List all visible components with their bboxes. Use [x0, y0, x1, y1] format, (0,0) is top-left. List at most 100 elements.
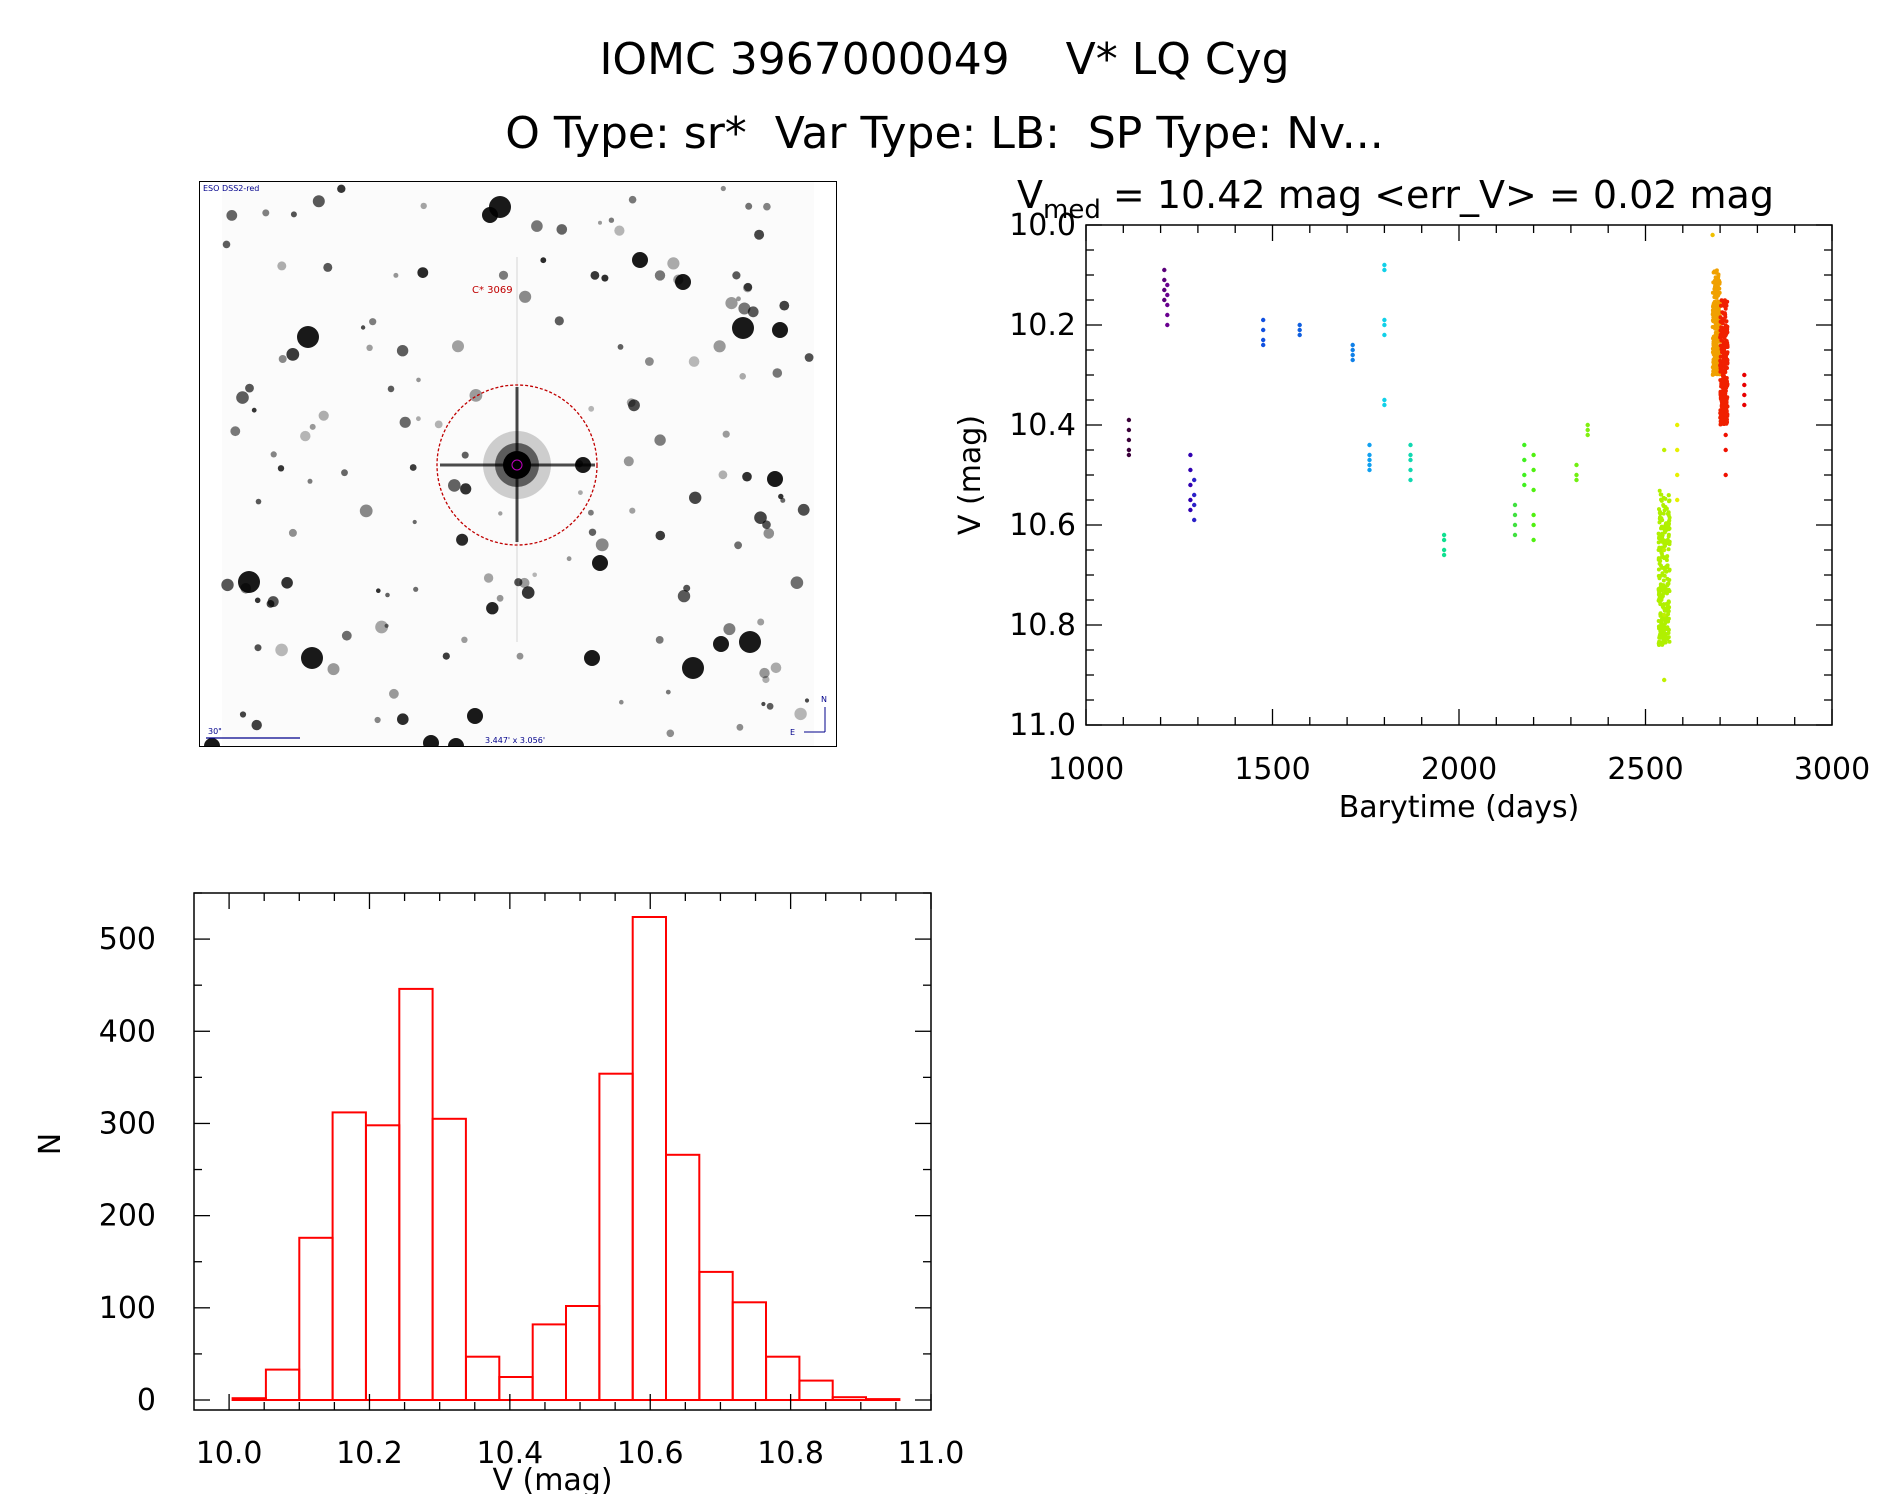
star — [566, 556, 572, 562]
star — [204, 738, 220, 746]
data-point — [1675, 472, 1680, 478]
star — [655, 636, 664, 644]
target-star — [440, 257, 595, 642]
star — [483, 573, 494, 583]
histogram-bar — [798, 1379, 834, 1401]
data-point — [1666, 607, 1670, 612]
star — [743, 282, 753, 292]
y-tick-label: 100 — [99, 1291, 156, 1326]
star — [723, 623, 736, 636]
data-point — [1712, 281, 1717, 285]
star — [757, 618, 765, 626]
data-point — [1720, 333, 1725, 338]
y-tick-label: 10.0 — [1009, 208, 1076, 243]
data-point — [1720, 383, 1725, 387]
data-point — [1382, 322, 1387, 328]
star — [385, 592, 390, 598]
data-point — [1441, 537, 1447, 543]
data-point — [1350, 352, 1355, 358]
star — [416, 377, 421, 383]
star — [617, 344, 624, 350]
x-tick-label: 10.8 — [757, 1436, 824, 1471]
chart-title-line1: IOMC 3967000049 V* LQ Cyg — [599, 34, 1290, 85]
star — [254, 644, 262, 652]
data-point — [1725, 404, 1730, 409]
data-point — [1658, 584, 1663, 589]
star — [297, 326, 319, 348]
star — [584, 650, 600, 666]
data-point — [1713, 324, 1718, 329]
data-point — [1261, 327, 1266, 333]
star — [399, 416, 411, 428]
data-point — [1657, 639, 1662, 644]
data-point — [1162, 267, 1167, 273]
orientation-compass: N E — [790, 695, 827, 737]
histogram-bar — [598, 1072, 634, 1401]
data-point — [1531, 467, 1536, 473]
data-point — [1720, 405, 1725, 410]
data-point — [1165, 282, 1170, 288]
star — [713, 636, 729, 652]
star — [387, 385, 395, 393]
star — [673, 274, 684, 285]
data-point — [1441, 532, 1447, 538]
data-point — [1165, 302, 1170, 308]
data-point — [1715, 275, 1720, 280]
data-point — [1665, 511, 1670, 516]
data-point — [1408, 442, 1413, 448]
histogram-bar — [698, 1270, 734, 1402]
data-point — [1665, 637, 1670, 641]
star — [496, 594, 504, 602]
data-point — [1713, 292, 1718, 297]
survey-label: ESO DSS2-red — [203, 184, 259, 193]
data-point — [1574, 477, 1579, 483]
data-point — [1658, 629, 1663, 634]
data-point — [1408, 477, 1413, 483]
x-tick-label: 2000 — [1421, 752, 1497, 787]
data-point — [1666, 534, 1671, 539]
star — [442, 652, 450, 660]
star — [240, 583, 252, 594]
data-point — [1350, 357, 1355, 363]
data-point — [1660, 531, 1665, 536]
star — [384, 623, 389, 628]
data-point — [1657, 643, 1661, 647]
data-point — [1656, 567, 1661, 572]
star — [797, 503, 810, 516]
data-point — [1261, 337, 1266, 343]
star — [469, 389, 483, 402]
x-tick-label: 2500 — [1607, 752, 1683, 787]
light-curve-title: Vmed = 10.42 mag <err_V> = 0.02 mag — [1017, 173, 1774, 225]
data-point — [1261, 317, 1266, 323]
star — [540, 257, 547, 264]
star — [739, 631, 761, 653]
star — [794, 707, 807, 721]
star — [423, 735, 439, 746]
data-point — [1661, 525, 1666, 530]
data-point — [1723, 342, 1728, 346]
star — [614, 225, 625, 236]
star — [667, 257, 680, 270]
data-point — [1657, 590, 1662, 595]
star — [375, 620, 388, 634]
data-point — [1661, 591, 1666, 596]
data-point — [1408, 452, 1413, 458]
data-point — [1662, 573, 1667, 578]
star — [725, 297, 738, 310]
star — [318, 410, 329, 421]
data-point — [1718, 389, 1723, 394]
star — [359, 504, 373, 518]
data-point — [1667, 539, 1672, 544]
data-point — [1660, 571, 1665, 576]
data-point — [1713, 348, 1718, 353]
star — [767, 471, 783, 487]
data-point — [1656, 540, 1661, 545]
data-point — [1126, 437, 1132, 443]
data-point — [1665, 631, 1670, 636]
data-point — [1720, 321, 1725, 326]
star — [369, 318, 377, 326]
star — [588, 509, 594, 516]
star — [281, 577, 293, 589]
data-point — [1712, 372, 1717, 376]
histogram-bar — [298, 1236, 334, 1402]
